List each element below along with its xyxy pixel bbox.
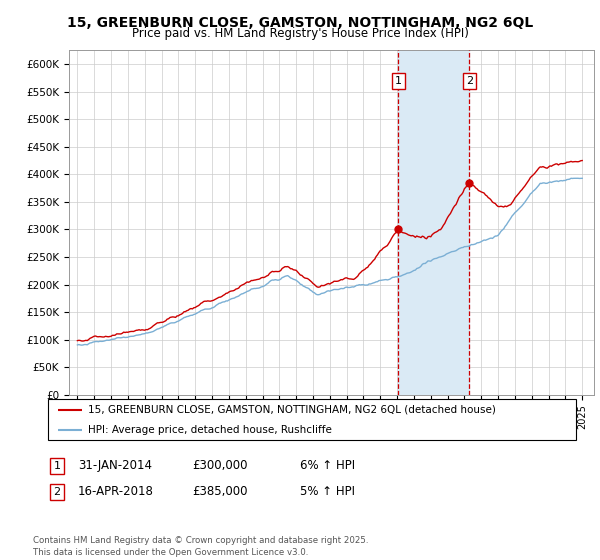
Text: 2: 2 bbox=[466, 76, 473, 86]
Text: 16-APR-2018: 16-APR-2018 bbox=[78, 485, 154, 498]
Text: 2: 2 bbox=[53, 487, 61, 497]
Text: 5% ↑ HPI: 5% ↑ HPI bbox=[300, 485, 355, 498]
Text: 15, GREENBURN CLOSE, GAMSTON, NOTTINGHAM, NG2 6QL: 15, GREENBURN CLOSE, GAMSTON, NOTTINGHAM… bbox=[67, 16, 533, 30]
Text: 1: 1 bbox=[395, 76, 402, 86]
Text: £385,000: £385,000 bbox=[192, 485, 248, 498]
Text: 31-JAN-2014: 31-JAN-2014 bbox=[78, 459, 152, 473]
Text: HPI: Average price, detached house, Rushcliffe: HPI: Average price, detached house, Rush… bbox=[88, 425, 331, 435]
Text: 15, GREENBURN CLOSE, GAMSTON, NOTTINGHAM, NG2 6QL (detached house): 15, GREENBURN CLOSE, GAMSTON, NOTTINGHAM… bbox=[88, 405, 496, 415]
Text: Contains HM Land Registry data © Crown copyright and database right 2025.
This d: Contains HM Land Registry data © Crown c… bbox=[33, 536, 368, 557]
Text: £300,000: £300,000 bbox=[192, 459, 248, 473]
Bar bbox=[398, 50, 469, 395]
Text: Price paid vs. HM Land Registry's House Price Index (HPI): Price paid vs. HM Land Registry's House … bbox=[131, 27, 469, 40]
Text: 6% ↑ HPI: 6% ↑ HPI bbox=[300, 459, 355, 473]
Text: 1: 1 bbox=[53, 461, 61, 471]
